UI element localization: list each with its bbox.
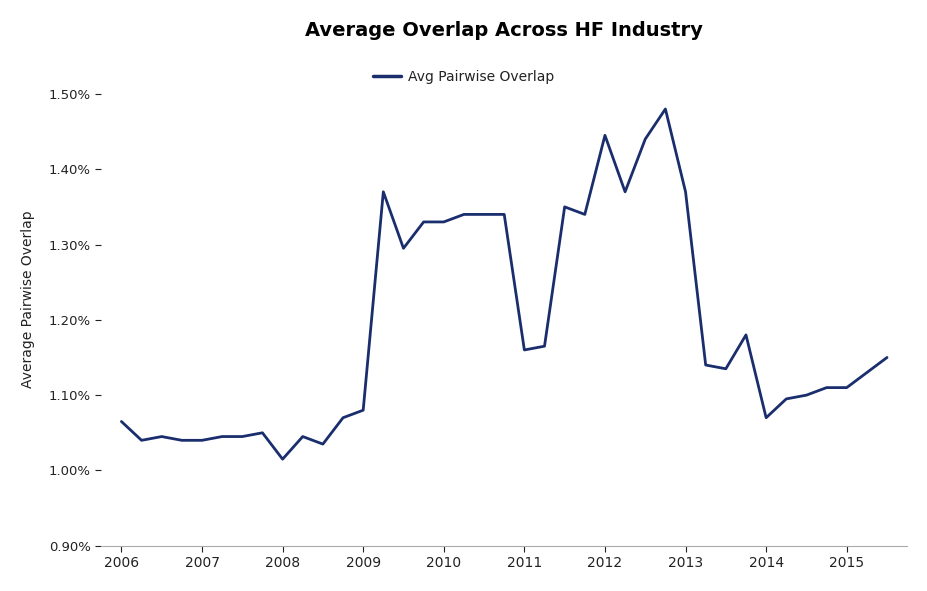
Avg Pairwise Overlap — [800, 392, 811, 399]
Avg Pairwise Overlap — [398, 245, 409, 252]
Avg Pairwise Overlap — [578, 211, 590, 218]
Avg Pairwise Overlap — [337, 414, 349, 421]
Line: Avg Pairwise Overlap: Avg Pairwise Overlap — [121, 109, 886, 459]
Avg Pairwise Overlap — [417, 219, 428, 226]
Avg Pairwise Overlap — [840, 384, 851, 391]
Avg Pairwise Overlap — [478, 211, 489, 218]
Avg Pairwise Overlap — [881, 354, 892, 361]
Avg Pairwise Overlap — [236, 433, 248, 440]
Avg Pairwise Overlap — [679, 189, 691, 196]
Avg Pairwise Overlap — [156, 433, 167, 440]
Avg Pairwise Overlap — [136, 437, 147, 444]
Avg Pairwise Overlap — [780, 395, 791, 402]
Avg Pairwise Overlap — [377, 189, 388, 196]
Avg Pairwise Overlap — [357, 407, 368, 414]
Avg Pairwise Overlap — [719, 365, 730, 372]
Avg Pairwise Overlap — [740, 332, 751, 339]
Y-axis label: Average Pairwise Overlap: Average Pairwise Overlap — [20, 210, 35, 388]
Avg Pairwise Overlap — [860, 369, 871, 376]
Avg Pairwise Overlap — [639, 135, 650, 142]
Avg Pairwise Overlap — [699, 362, 710, 369]
Avg Pairwise Overlap — [518, 346, 529, 353]
Avg Pairwise Overlap — [297, 433, 308, 440]
Avg Pairwise Overlap — [197, 437, 208, 444]
Avg Pairwise Overlap — [599, 132, 610, 139]
Avg Pairwise Overlap — [216, 433, 227, 440]
Avg Pairwise Overlap — [619, 189, 630, 196]
Avg Pairwise Overlap — [116, 418, 127, 425]
Avg Pairwise Overlap — [458, 211, 469, 218]
Avg Pairwise Overlap — [257, 429, 268, 436]
Avg Pairwise Overlap — [659, 105, 670, 112]
Avg Pairwise Overlap — [438, 219, 449, 226]
Avg Pairwise Overlap — [277, 456, 288, 463]
Avg Pairwise Overlap — [317, 440, 328, 447]
Avg Pairwise Overlap — [760, 414, 771, 421]
Legend: Avg Pairwise Overlap: Avg Pairwise Overlap — [367, 64, 559, 89]
Avg Pairwise Overlap — [176, 437, 187, 444]
Avg Pairwise Overlap — [558, 203, 569, 210]
Avg Pairwise Overlap — [539, 343, 550, 350]
Title: Average Overlap Across HF Industry: Average Overlap Across HF Industry — [305, 21, 703, 40]
Avg Pairwise Overlap — [498, 211, 509, 218]
Avg Pairwise Overlap — [820, 384, 832, 391]
